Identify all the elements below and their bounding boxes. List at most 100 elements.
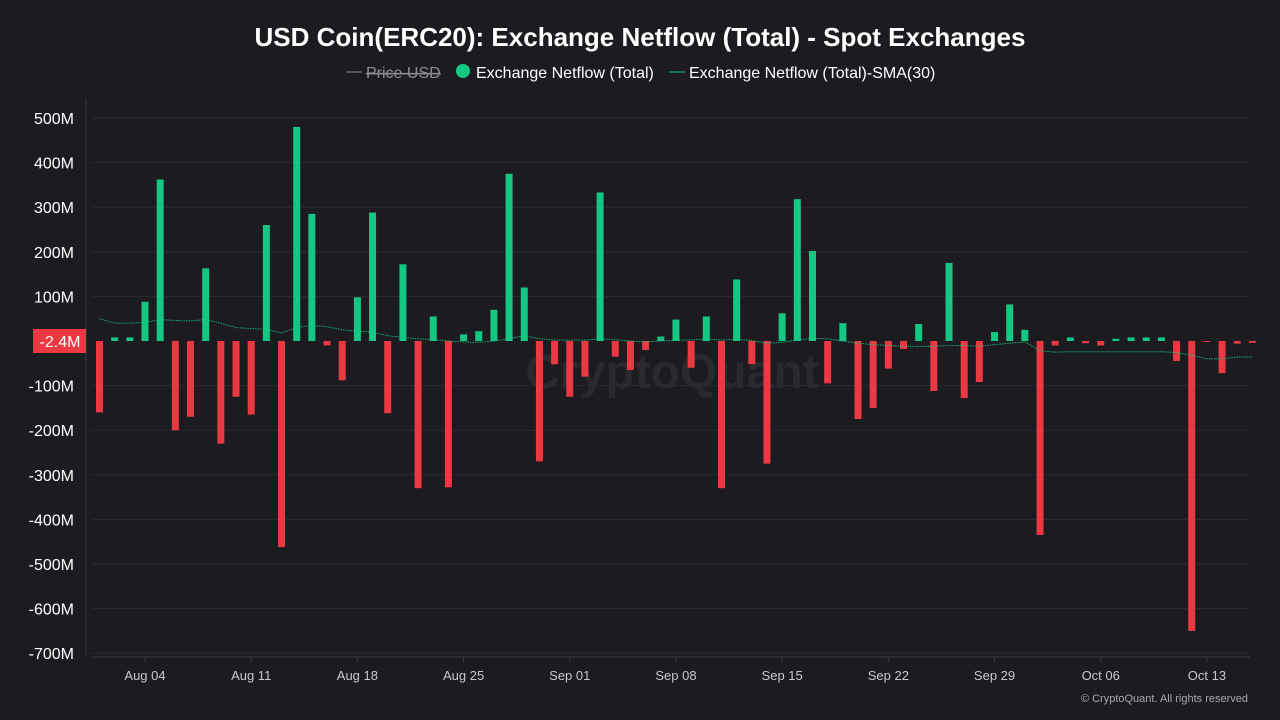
bar-positive[interactable] <box>596 192 604 341</box>
bar-negative[interactable] <box>884 341 892 369</box>
bar-negative[interactable] <box>1082 341 1090 344</box>
bar-positive[interactable] <box>475 331 483 341</box>
bar-negative[interactable] <box>217 341 225 444</box>
grid-layer <box>92 117 1250 654</box>
bar-negative[interactable] <box>581 341 589 377</box>
bar-negative[interactable] <box>535 341 543 462</box>
bar-negative[interactable] <box>171 341 179 431</box>
bar-positive[interactable] <box>505 173 513 341</box>
y-tick-label: 500M <box>34 111 74 128</box>
bar-positive[interactable] <box>672 319 680 341</box>
current-value-label: -2.4M <box>40 334 81 351</box>
y-tick-label: -300M <box>29 468 74 485</box>
bar-positive[interactable] <box>1066 337 1074 341</box>
y-tick-label: -100M <box>29 379 74 396</box>
bar-negative[interactable] <box>1036 341 1044 536</box>
bar-negative[interactable] <box>96 341 103 413</box>
bar-positive[interactable] <box>490 309 498 341</box>
bar-positive[interactable] <box>1157 337 1165 341</box>
bar-negative[interactable] <box>854 341 862 420</box>
bar-positive[interactable] <box>945 262 953 341</box>
bar-positive[interactable] <box>429 316 437 341</box>
bar-negative[interactable] <box>1218 341 1226 374</box>
bar-negative[interactable] <box>1051 341 1059 346</box>
bar-negative[interactable] <box>748 341 756 365</box>
y-tick-label: 300M <box>34 200 74 217</box>
bar-positive[interactable] <box>202 268 210 341</box>
bar-positive[interactable] <box>308 213 316 341</box>
bar-positive[interactable] <box>1021 329 1029 341</box>
bar-negative[interactable] <box>444 341 452 488</box>
bar-negative[interactable] <box>717 341 725 489</box>
bar-positive[interactable] <box>126 337 134 341</box>
x-tick-label: Aug 25 <box>443 668 484 683</box>
bar-negative[interactable] <box>1203 341 1211 342</box>
bar-negative[interactable] <box>566 341 574 397</box>
bar-negative[interactable] <box>551 341 559 365</box>
legend: Price USD Exchange Netflow (Total) Excha… <box>346 64 935 82</box>
bar-negative[interactable] <box>323 341 331 346</box>
x-tick-label: Sep 22 <box>868 668 909 683</box>
bar-negative[interactable] <box>930 341 938 391</box>
bar-negative[interactable] <box>414 341 422 489</box>
bar-negative[interactable] <box>1248 341 1256 343</box>
bar-positive[interactable] <box>839 323 847 341</box>
bar-negative[interactable] <box>960 341 968 399</box>
y-tick-label: -400M <box>29 512 74 529</box>
copyright-text: © CryptoQuant. All rights reserved <box>1081 693 1248 705</box>
bar-negative[interactable] <box>687 341 695 368</box>
bar-positive[interactable] <box>778 313 786 341</box>
x-tick-label: Aug 11 <box>231 668 271 683</box>
bar-negative[interactable] <box>338 341 346 381</box>
bar-negative[interactable] <box>187 341 195 417</box>
bar-positive[interactable] <box>520 287 528 341</box>
bar-negative[interactable] <box>611 341 619 357</box>
bar-negative[interactable] <box>1173 341 1181 362</box>
bar-positive[interactable] <box>1127 337 1135 341</box>
bar-negative[interactable] <box>278 341 286 548</box>
bar-negative[interactable] <box>975 341 983 383</box>
legend-item-price[interactable]: Price USD <box>346 65 441 82</box>
bar-negative[interactable] <box>232 341 240 397</box>
bar-negative[interactable] <box>626 341 634 370</box>
bar-positive[interactable] <box>141 301 149 341</box>
bar-positive[interactable] <box>657 336 665 341</box>
bar-negative[interactable] <box>1097 341 1105 346</box>
bar-negative[interactable] <box>824 341 832 384</box>
bar-negative[interactable] <box>900 341 908 350</box>
bar-positive[interactable] <box>793 199 801 341</box>
bar-positive[interactable] <box>808 250 816 341</box>
bar-positive[interactable] <box>1142 337 1150 341</box>
x-tick-label: Oct 06 <box>1082 668 1120 683</box>
current-value-badge-bg <box>33 329 86 353</box>
bar-positive[interactable] <box>1112 338 1120 341</box>
chart-title: USD Coin(ERC20): Exchange Netflow (Total… <box>255 22 1026 52</box>
bar-negative[interactable] <box>763 341 771 464</box>
bar-positive[interactable] <box>702 316 710 341</box>
x-tick-label: Sep 01 <box>549 668 590 683</box>
bar-positive[interactable] <box>293 126 301 341</box>
bar-positive[interactable] <box>1006 304 1014 341</box>
bar-negative[interactable] <box>642 341 650 350</box>
x-tick-label: Sep 15 <box>762 668 803 683</box>
bar-positive[interactable] <box>991 332 999 341</box>
bar-positive[interactable] <box>915 324 923 341</box>
bar-negative[interactable] <box>247 341 255 415</box>
bar-positive[interactable] <box>353 297 361 341</box>
bar-positive[interactable] <box>460 334 468 341</box>
legend-item-netflow[interactable]: Exchange Netflow (Total) <box>456 64 654 82</box>
bar-positive[interactable] <box>733 279 741 341</box>
bar-negative[interactable] <box>1188 341 1196 631</box>
bar-positive[interactable] <box>399 264 407 341</box>
bar-positive[interactable] <box>111 337 119 341</box>
bar-positive[interactable] <box>262 225 270 341</box>
bar-negative[interactable] <box>1233 341 1241 344</box>
legend-item-sma[interactable]: Exchange Netflow (Total)-SMA(30) <box>669 65 935 82</box>
y-tick-label: 100M <box>34 289 74 306</box>
y-tick-label: -600M <box>29 602 74 619</box>
bar-negative[interactable] <box>869 341 877 408</box>
bar-negative[interactable] <box>384 341 392 414</box>
bar-positive[interactable] <box>369 212 377 341</box>
bar-positive[interactable] <box>156 179 164 341</box>
